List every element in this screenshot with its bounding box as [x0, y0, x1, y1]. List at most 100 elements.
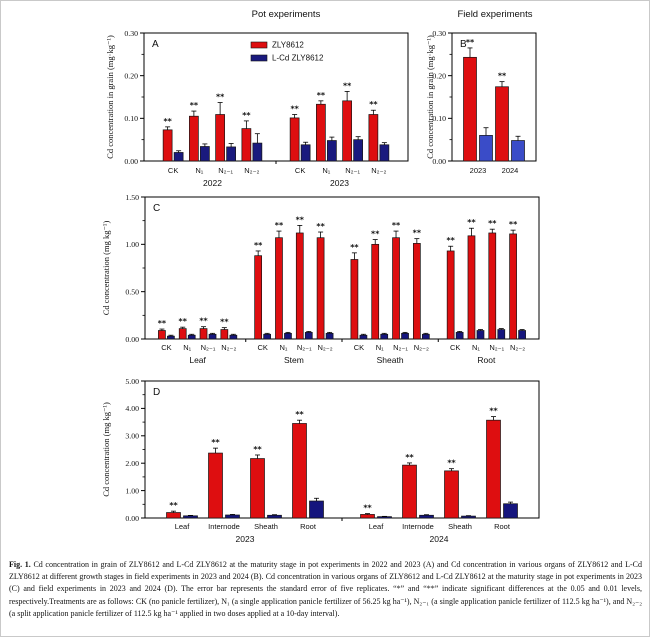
significance-marker: ** — [211, 438, 220, 447]
bar-lcd-zly8612 — [208, 333, 217, 340]
y-tick-label: 0.00 — [124, 157, 138, 166]
panel-d-chart: 0.00 1.00 2.00 3.00 4.00 5.00 Cd concentration… — [71, 373, 631, 554]
x-tick-label: N₂₋₁ — [297, 343, 312, 352]
bar-zly8612 — [467, 235, 476, 340]
significance-marker: ** — [343, 81, 352, 90]
legend-swatch — [250, 41, 268, 49]
significance-marker: ** — [489, 407, 498, 416]
bar-zly8612 — [295, 232, 304, 340]
x-tick-label: Leaf — [175, 522, 191, 531]
y-tick-label: 2.00 — [125, 459, 139, 468]
x-tick-label: CK — [295, 166, 305, 175]
bar-lcd-zly8612 — [421, 333, 430, 340]
field-experiments-title: Field experiments — [457, 9, 533, 20]
x-axis-labels: CK N₁ N₂₋₁ N₂₋₂ CK N₁ N₂₋₁ N₂₋₂ 2022 2023 — [168, 166, 387, 188]
significance-marker: ** — [369, 100, 378, 109]
group-label: Sheath — [377, 355, 404, 365]
y-tick-label: 3.00 — [125, 432, 139, 441]
bar-lcd-zly8612 — [263, 333, 272, 340]
x-tick-label: Root — [494, 522, 511, 531]
bars: ** ** — [463, 38, 525, 162]
y-tick-label: 1.00 — [125, 240, 139, 249]
x-tick-label: N₂₋₁ — [201, 343, 216, 352]
legend: ZLY8612 L-Cd ZLY8612 — [250, 41, 324, 63]
bar-zly8612 — [486, 419, 501, 519]
y-axis-label: Cd concentration in grain (mg·kg⁻¹) — [105, 35, 115, 159]
y-tick-label: 1.00 — [125, 486, 139, 495]
panel-c-plot: 0.00 0.50 1.00 1.50 Cd concentration (mg kg⁻… — [101, 193, 540, 365]
x-tick-label: N₁ — [322, 166, 330, 175]
bar-lcd-zly8612 — [380, 333, 389, 340]
significance-marker: ** — [350, 243, 359, 252]
bar-zly8612 — [444, 470, 459, 519]
y-tick-label: 0.00 — [125, 335, 139, 344]
pot-experiments-title: Pot experiments — [251, 9, 321, 20]
significance-marker: ** — [254, 241, 263, 250]
y-axis: 0.00 0.50 1.00 1.50 Cd concentration (mg kg⁻… — [101, 193, 145, 344]
significance-marker: ** — [169, 501, 178, 510]
bar-lcd-zly8612 — [359, 334, 368, 340]
significance-marker: ** — [447, 459, 456, 468]
bar-lcd-zly8612 — [229, 334, 238, 340]
x-tick-label: N₁ — [183, 343, 191, 352]
bar-lcd-zly8612 — [455, 332, 464, 340]
panel-letter: C — [153, 203, 160, 214]
x-tick-label: N₂₋₂ — [221, 343, 236, 352]
bar-zly8612 — [250, 458, 265, 519]
bar-zly8612 — [316, 103, 326, 162]
significance-marker: ** — [392, 221, 401, 230]
bar-zly8612 — [178, 328, 187, 340]
bar-zly8612 — [275, 237, 283, 340]
panel-b-chart: 0.00 0.10 0.20 0.30 Cd concentration in grai… — [417, 23, 647, 200]
bar-zly8612 — [254, 255, 263, 340]
significance-marker: ** — [220, 318, 229, 327]
bar-zly8612 — [495, 86, 509, 162]
bar-lcd-zly8612 — [183, 515, 198, 519]
x-tick-label: N₂₋₁ — [489, 343, 504, 352]
y-tick-label: 0.20 — [432, 71, 446, 80]
bar-lcd-zly8612 — [511, 140, 525, 162]
bar-zly8612 — [158, 330, 166, 340]
x-tick-label: N₁ — [472, 343, 480, 352]
x-tick-label: N₁ — [279, 343, 287, 352]
x-tick-label: N₂₋₂ — [414, 343, 429, 352]
bar-lcd-zly8612 — [284, 332, 292, 340]
bar-lcd-zly8612 — [401, 332, 409, 340]
x-tick-label: N₁ — [195, 166, 203, 175]
significance-marker: ** — [242, 111, 251, 120]
bar-zly8612 — [166, 512, 181, 519]
x-tick-label: N₂₋₂ — [510, 343, 525, 352]
significance-marker: ** — [405, 453, 414, 462]
bars: ** ** ** ** ** ** ** ** ** ** ** ** ** ** ** ** — [158, 215, 526, 340]
significance-marker: ** — [295, 410, 304, 419]
significance-marker: ** — [316, 222, 325, 231]
bars: ** ** ** ** ** ** ** ** — [166, 407, 518, 519]
x-axis-labels: Leaf Internode Sheath Root Leaf Internode Shea… — [175, 522, 511, 544]
x-tick-label: CK — [354, 343, 364, 352]
panel-letter: B — [460, 39, 467, 50]
y-tick-label: 0.20 — [124, 71, 138, 80]
bar-zly8612 — [342, 100, 352, 162]
bar-lcd-zly8612 — [304, 332, 313, 340]
bar-zly8612 — [316, 237, 325, 340]
y-axis-label: Cd concentration (mg kg⁻¹) — [101, 221, 111, 316]
bar-zly8612 — [446, 250, 455, 340]
bar-zly8612 — [412, 243, 421, 340]
bar-zly8612 — [189, 115, 199, 162]
bar-lcd-zly8612 — [476, 330, 485, 340]
panel-c-chart: 0.00 0.50 1.00 1.50 Cd concentration (mg kg⁻… — [71, 191, 631, 376]
legend-label: ZLY8612 — [272, 41, 304, 50]
x-tick-label: N₂₋₂ — [244, 166, 259, 175]
significance-marker: ** — [466, 38, 475, 47]
bar-lcd-zly8612 — [377, 516, 392, 519]
y-tick-label: 0.00 — [125, 514, 139, 523]
x-tick-label: N₂₋₁ — [218, 166, 233, 175]
bar-zly8612 — [292, 423, 307, 519]
bar-lcd-zly8612 — [518, 330, 526, 340]
caption-label: Fig. 1. — [9, 560, 31, 569]
group-label: Root — [477, 355, 496, 365]
bar-lcd-zly8612 — [327, 140, 337, 162]
y-tick-label: 0.10 — [432, 114, 446, 123]
bars: ** ** ** ** ** ** ** ** — [162, 81, 390, 162]
bar-lcd-zly8612 — [419, 514, 434, 519]
